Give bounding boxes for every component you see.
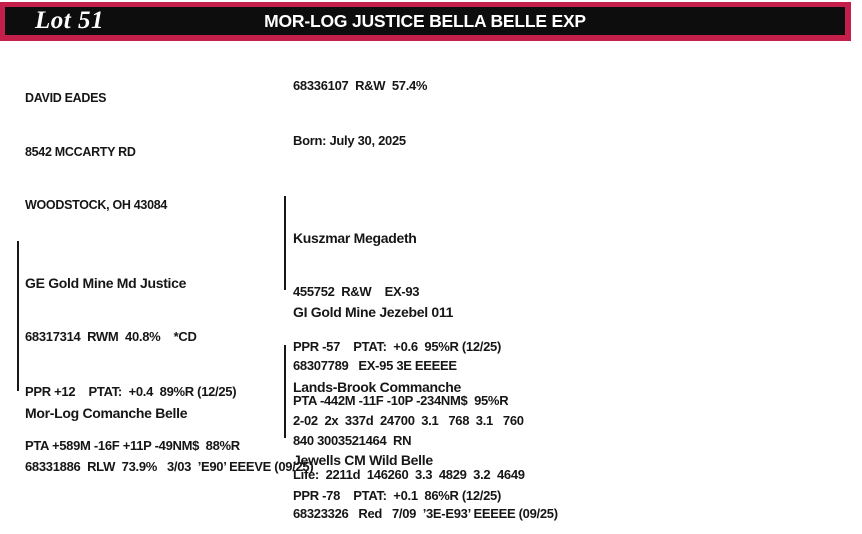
pedigree-sire-block: GE Gold Mine Md Justice 68317314 RWM 40.… — [25, 238, 240, 491]
lot-banner: Lot 51 MOR-LOG JUSTICE BELLA BELLE EXP — [0, 2, 851, 41]
dam-dam-name: Jewells CM Wild Belle — [293, 452, 433, 468]
pedigree-dam-sire-block: Lands-Brook Commanche 840 3003521464 RN … — [293, 342, 509, 534]
consignor-address-city: WOODSTOCK, OH 43084 — [25, 198, 168, 212]
dam-dam-reg-line: 68323326 Red 7/09 ’3E-E93’ EEEEE (09/25) — [293, 506, 558, 522]
pedigree-dam-dam-block: Jewells CM Wild Belle 68323326 Red 7/09 … — [293, 415, 558, 534]
animal-name-title: MOR-LOG JUSTICE BELLA BELLE EXP — [264, 10, 586, 31]
pedigree-line-paternal — [284, 196, 286, 290]
sire-name: GE Gold Mine Md Justice — [25, 275, 187, 291]
sire-sire-name: Kuszmar Megadeth — [293, 230, 417, 246]
pedigree-line-sire-dam — [17, 241, 19, 391]
animal-info-block: 68336107 R&W 57.4% Born: July 30, 2025 — [293, 40, 428, 186]
sire-sire-pta-line: PTA -442M -11F -10P -234NM$ 95%R — [293, 392, 509, 408]
sire-ppr-line: PPR +12 PTAT: +0.4 89%R (12/25) — [25, 383, 237, 399]
sire-sire-ppr-line: PPR -57 PTAT: +0.6 95%R (12/25) — [293, 338, 501, 354]
sire-dam-life-line: Life: 2211d 146260 3.3 4829 3.2 4649 — [293, 466, 525, 482]
lot-number-label: Lot 51 — [35, 7, 104, 34]
pedigree-dam-block: Mor-Log Comanche Belle 68331886 RLW 73.9… — [25, 368, 314, 513]
sire-dam-name: GI Gold Mine Jezebel 011 — [293, 304, 454, 320]
sire-dam-lactation-line: 2-02 2x 337d 24700 3.1 768 3.1 760 — [293, 412, 524, 428]
dam-sire-name: Lands-Brook Commanche — [293, 379, 461, 395]
sire-dam-reg-line: 68307789 EX-95 3E EEEEE — [293, 358, 457, 374]
sire-sire-reg-line: 455752 R&W EX-93 — [293, 284, 420, 300]
dam-sire-reg-line: 840 3003521464 RN — [293, 433, 412, 449]
born-line: Born: July 30, 2025 — [293, 133, 406, 148]
dam-sire-ppr-line: PPR -78 PTAT: +0.1 86%R (12/25) — [293, 487, 501, 503]
consignor-address-street: 8542 MCCARTY RD — [25, 144, 136, 159]
dam-reg-line: 68331886 RLW 73.9% 3/03 ’E90’ EEEVE (09/… — [25, 459, 314, 475]
registration-line: 68336107 R&W 57.4% — [293, 78, 428, 93]
sire-reg-line: 68317314 RWM 40.8% *CD — [25, 329, 197, 345]
pedigree-sire-dam-block: GI Gold Mine Jezebel 011 68307789 EX-95 … — [293, 267, 525, 520]
consignor-block: DAVID EADES 8542 MCCARTY RD WOODSTOCK, O… — [25, 54, 167, 251]
dam-name: Mor-Log Comanche Belle — [25, 405, 188, 421]
pedigree-line-maternal — [284, 345, 286, 438]
consignor-name: DAVID EADES — [25, 91, 107, 105]
sire-pta-line: PTA +589M -16F +11P -49NM$ 88%R — [25, 437, 240, 453]
lot-banner-bar: Lot 51 MOR-LOG JUSTICE BELLA BELLE EXP — [5, 7, 845, 35]
pedigree-sire-sire-block: Kuszmar Megadeth 455752 R&W EX-93 PPR -5… — [293, 193, 509, 446]
